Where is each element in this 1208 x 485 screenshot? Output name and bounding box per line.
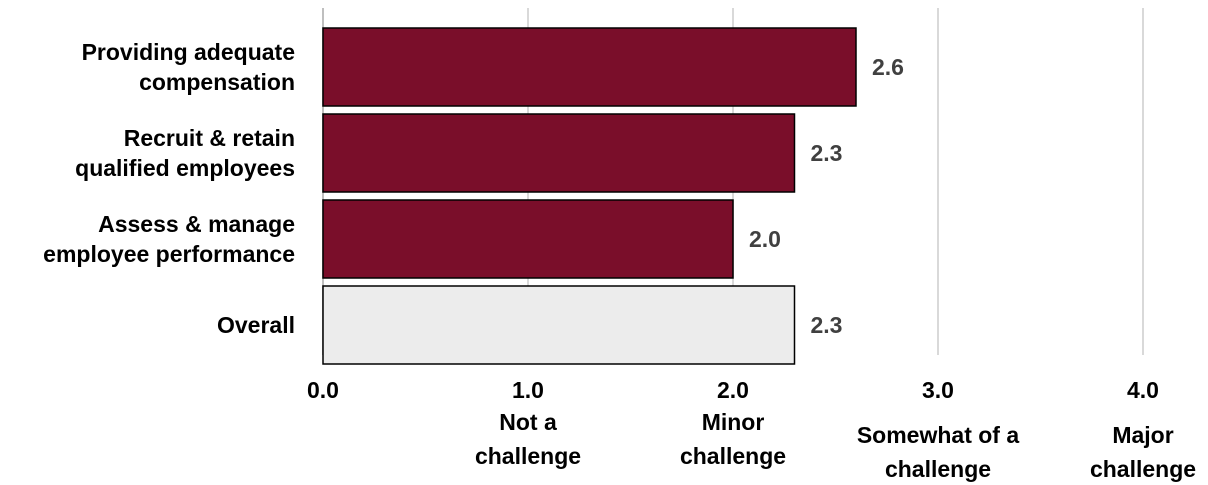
tick-description: challenge [680, 443, 786, 469]
tick-description: challenge [475, 443, 581, 469]
bar [322, 27, 857, 107]
tick-description: Minor [702, 409, 765, 435]
tick-label: 4.0 [1127, 377, 1159, 403]
bar [322, 199, 734, 279]
category-label: Assess & manage [98, 211, 295, 237]
tick-description: Somewhat of a [857, 422, 1020, 448]
data-label: 2.0 [749, 226, 781, 252]
tick-label: 2.0 [717, 377, 749, 403]
category-label: Overall [217, 312, 295, 338]
data-label: 2.3 [811, 140, 843, 166]
value-labels: 2.6 2.3 2.0 2.3 [749, 54, 904, 338]
category-label: Providing adequate [82, 39, 295, 65]
bars [322, 27, 857, 365]
bar [322, 285, 796, 365]
tick-description: challenge [1090, 456, 1196, 482]
tick-description: challenge [885, 456, 991, 482]
category-label: Recruit & retain [124, 125, 295, 151]
data-label: 2.3 [811, 312, 843, 338]
tick-description: Not a [499, 409, 557, 435]
category-label: qualified employees [75, 155, 295, 181]
tick-label: 3.0 [922, 377, 954, 403]
tick-label: 0.0 [307, 377, 339, 403]
category-label: compensation [139, 69, 295, 95]
category-labels: Providing adequate compensation Recruit & … [43, 39, 295, 338]
bar [322, 113, 796, 193]
tick-label: 1.0 [512, 377, 544, 403]
data-label: 2.6 [872, 54, 904, 80]
tick-description: Major [1112, 422, 1173, 448]
category-label: employee performance [43, 241, 295, 267]
x-axis-ticks: 0.0 1.0 Not a challenge 2.0 Minor challenge 3.0… [307, 377, 1196, 482]
